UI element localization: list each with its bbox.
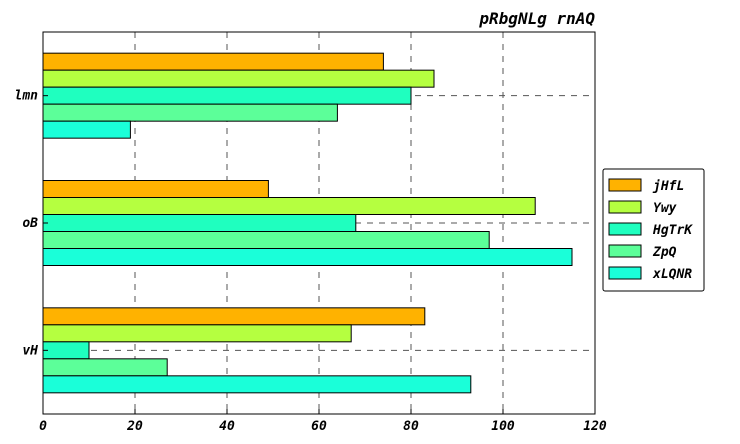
y-tick-label: oB: [22, 216, 38, 231]
bar-oB-HgTrK: [42, 214, 357, 232]
bar-oB-xLQNR: [42, 248, 573, 266]
legend-swatch: [608, 244, 642, 258]
x-tick-label: 40: [219, 419, 235, 434]
bar-lmn-HgTrK: [42, 86, 412, 105]
legend-swatch: [608, 178, 642, 192]
legend-label: xLQNR: [652, 267, 692, 282]
legend-label: jHfL: [652, 179, 684, 194]
bar-lmn-jHfL: [42, 52, 384, 71]
bar-lmn-xLQNR: [42, 120, 131, 139]
y-tick-label: lmn: [15, 89, 39, 104]
bar-vH-jHfL: [42, 307, 426, 326]
legend-label: ZpQ: [652, 245, 677, 260]
bar-oB-ZpQ: [42, 231, 490, 249]
legend-swatch: [608, 266, 642, 280]
legend-label: Ywy: [653, 201, 677, 216]
bars: [42, 52, 573, 394]
y-tick-label: vH: [22, 343, 38, 358]
bar-vH-Ywy: [42, 324, 352, 343]
bar-oB-Ywy: [42, 197, 536, 215]
bar-lmn-Ywy: [42, 69, 435, 88]
y-axis: lmn oB vH: [15, 89, 48, 358]
x-tick-label: 60: [311, 419, 327, 434]
legend: jHfL Ywy HgTrK ZpQ xLQNR: [602, 168, 705, 292]
legend-swatch: [608, 222, 642, 236]
x-tick-label: 80: [403, 419, 419, 434]
bar-oB-jHfL: [42, 180, 269, 198]
chart-title: pRbgNLg rnAQ: [478, 9, 595, 28]
legend-swatch: [608, 200, 642, 214]
bar-vH-HgTrK: [42, 341, 90, 360]
x-tick-label: 20: [126, 419, 143, 434]
x-axis: 0 20 40 60 80 100 120: [39, 409, 607, 434]
bar-vH-xLQNR: [42, 375, 472, 394]
legend-label: HgTrK: [652, 223, 693, 238]
x-tick-label: 120: [583, 419, 607, 434]
bar-vH-ZpQ: [42, 358, 168, 377]
legend-box: [602, 168, 705, 292]
bar-lmn-ZpQ: [42, 103, 338, 122]
x-tick-label: 0: [39, 419, 47, 434]
x-tick-label: 100: [491, 419, 515, 434]
